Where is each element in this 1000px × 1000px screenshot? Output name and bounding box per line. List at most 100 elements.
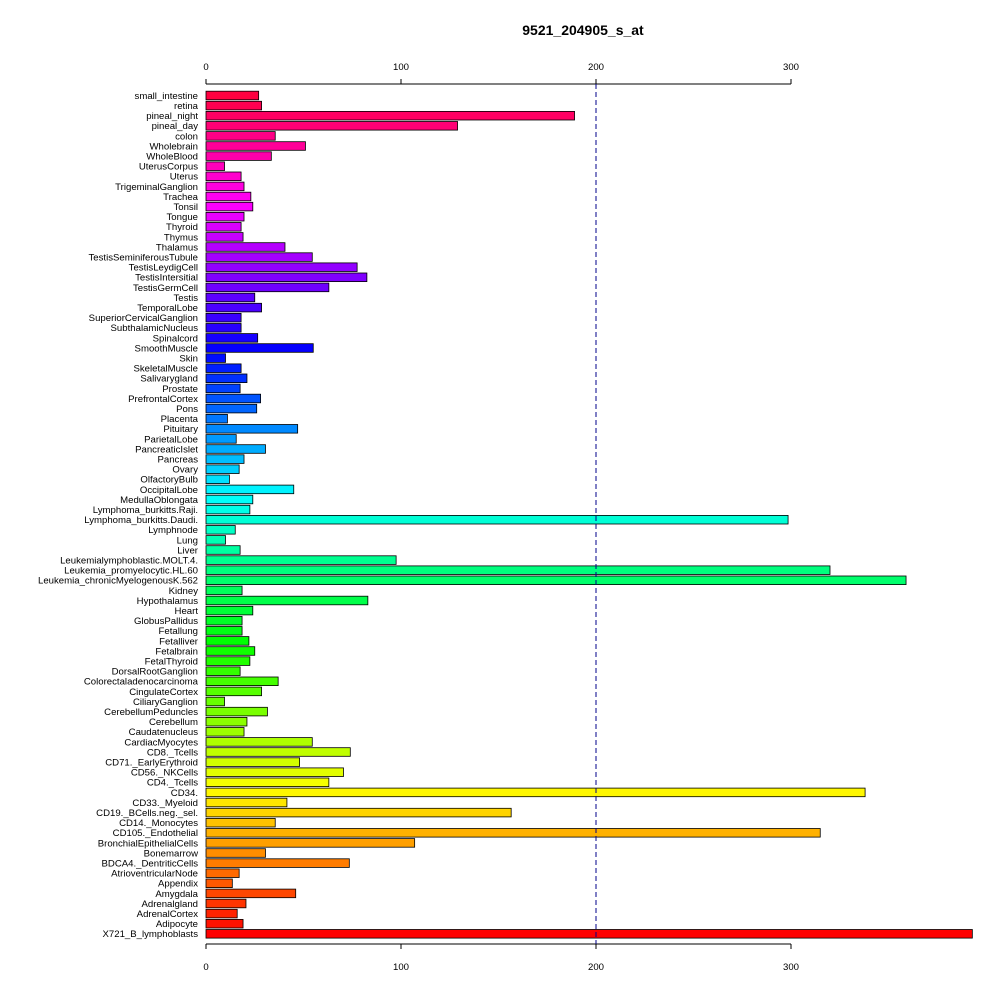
bar	[205, 545, 241, 555]
bar	[205, 515, 789, 525]
bar	[205, 565, 831, 575]
chart-title: 9521_204905_s_at	[522, 22, 644, 38]
bar	[205, 434, 237, 444]
bar	[205, 111, 575, 121]
category-label: CD33._Myeloid	[132, 798, 198, 809]
category-label: PrefrontalCortex	[128, 394, 198, 405]
bar	[205, 747, 351, 757]
category-label: AtrioventricularNode	[111, 869, 198, 880]
category-label: Kidney	[169, 586, 199, 597]
bar	[205, 393, 261, 404]
category-label: Pancreas	[157, 455, 198, 466]
bar	[205, 171, 242, 182]
category-label: small_intestine	[135, 91, 198, 102]
bar	[205, 201, 254, 212]
bar	[205, 222, 242, 232]
category-label: Prostate	[162, 384, 198, 395]
bar	[205, 90, 260, 101]
category-label: Lymphoma_burkitts.Raji.	[93, 505, 198, 516]
category-label: X721_B_lymphoblasts	[103, 929, 199, 940]
category-label: Spinalcord	[153, 333, 198, 344]
bar	[205, 706, 268, 717]
category-label: CD71._EarlyErythroid	[105, 758, 198, 769]
bar	[205, 484, 295, 495]
category-label: Ovary	[172, 465, 198, 476]
category-label: Lymphnode	[148, 525, 198, 536]
bar	[205, 454, 245, 464]
category-label: CD14._Monocytes	[119, 818, 198, 829]
category-label: Wholebrain	[149, 141, 198, 152]
bar	[205, 363, 242, 373]
category-label: Thymus	[164, 232, 198, 243]
category-label: SuperiorCervicalGanglion	[89, 313, 198, 324]
bar	[205, 848, 266, 858]
category-label: Liver	[177, 545, 199, 556]
category-label: CD105._Endothelial	[113, 828, 198, 839]
category-label: Tongue	[167, 212, 198, 223]
category-label: Hypothalamus	[137, 596, 199, 607]
category-label: AdrenalCortex	[137, 909, 199, 920]
bar	[205, 737, 313, 747]
category-label: Adipocyte	[156, 919, 198, 930]
category-label: Lymphoma_burkitts.Daudi.	[84, 515, 198, 526]
bar	[205, 100, 262, 111]
category-label: Skin	[179, 354, 198, 365]
category-label: SkeletalMuscle	[133, 364, 198, 375]
category-label: Heart	[175, 606, 199, 617]
bar	[205, 575, 907, 586]
category-label: Fetalbrain	[155, 646, 198, 657]
category-label: SmoothMuscle	[135, 343, 198, 354]
bottom-axis-tick-label: 100	[393, 962, 409, 973]
bar	[205, 686, 262, 697]
bar	[205, 413, 228, 424]
bar	[205, 383, 241, 394]
category-label: WholeBlood	[146, 152, 198, 163]
category-label: SubthalamicNucleus	[111, 323, 199, 334]
bar	[205, 272, 368, 283]
bar	[205, 696, 225, 707]
category-label: CerebellumPeduncles	[104, 707, 198, 718]
bar	[205, 343, 314, 353]
bar	[205, 767, 344, 777]
bar	[205, 191, 252, 202]
category-label: CingulateCortex	[129, 687, 198, 698]
category-label: CardiacMyocytes	[124, 737, 198, 748]
category-label: BronchialEpithelialCells	[98, 838, 198, 849]
category-label: TestisSeminiferousTubule	[89, 253, 199, 264]
bar	[205, 666, 241, 676]
bar	[205, 878, 233, 889]
bottom-axis-tick-label: 0	[203, 962, 208, 973]
top-axis-tick-label: 100	[393, 62, 409, 73]
bar	[205, 302, 262, 313]
bar	[205, 777, 330, 788]
category-label: Fetalliver	[159, 636, 199, 647]
category-label: CD19._BCells.neg._sel.	[96, 808, 198, 819]
category-label: DorsalRootGanglion	[112, 667, 198, 678]
category-label: TestisGermCell	[133, 283, 198, 294]
category-label: CD4._Tcells	[147, 778, 198, 789]
category-label: Leukemialymphoblastic.MOLT.4.	[60, 556, 198, 567]
top-axis-tick-label: 0	[203, 62, 208, 73]
bar	[205, 555, 397, 565]
bar	[205, 807, 512, 818]
category-label: Adrenalgland	[141, 899, 198, 910]
bar	[205, 636, 250, 646]
bar	[205, 292, 256, 303]
category-label: BDCA4._DentriticCells	[102, 859, 199, 870]
bar	[205, 161, 225, 171]
bar	[205, 717, 248, 727]
category-label: ParietalLobe	[144, 434, 198, 445]
bar	[205, 605, 254, 616]
category-label: TemporalLobe	[137, 303, 198, 314]
category-label: retina	[174, 101, 199, 112]
category-label: GlobusPallidus	[134, 616, 198, 627]
bar	[205, 585, 243, 596]
category-label: TestisLeydigCell	[129, 263, 198, 274]
bar	[205, 868, 240, 878]
category-label: CiliaryGanglion	[133, 697, 198, 708]
bar	[205, 797, 288, 808]
category-label: OccipitalLobe	[140, 485, 198, 496]
category-label: Appendix	[158, 879, 198, 890]
bar	[205, 656, 251, 666]
bar	[205, 676, 279, 687]
